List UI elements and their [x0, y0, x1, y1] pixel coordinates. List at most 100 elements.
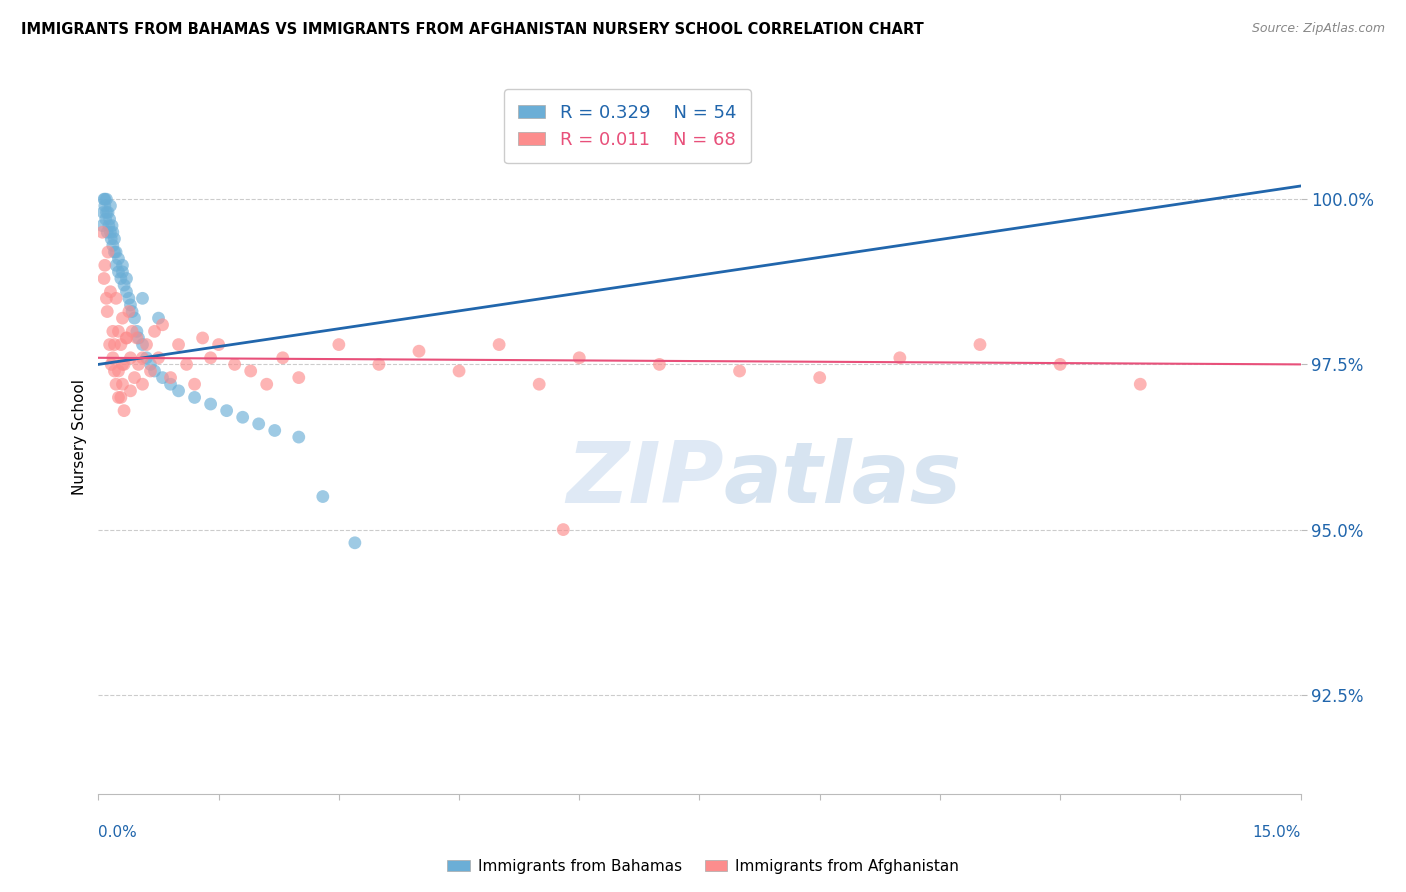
Point	[96, 291, 118, 305]
Legend: R = 0.329    N = 54, R = 0.011    N = 68: R = 0.329 N = 54, R = 0.011 N = 68	[503, 89, 751, 163]
Point	[107, 391, 129, 405]
Point	[100, 225, 122, 239]
Point	[103, 364, 125, 378]
Point	[139, 358, 162, 372]
Point	[101, 238, 124, 252]
Point	[1129, 377, 1152, 392]
Point	[368, 358, 391, 372]
Point	[131, 337, 153, 351]
Text: 15.0%: 15.0%	[1253, 825, 1301, 840]
Point	[100, 285, 122, 299]
Point	[648, 358, 671, 372]
Point	[94, 192, 117, 206]
Point	[94, 199, 117, 213]
Point	[105, 377, 128, 392]
Point	[94, 258, 117, 272]
Point	[143, 364, 166, 378]
Point	[124, 311, 146, 326]
Point	[115, 331, 138, 345]
Point	[118, 291, 141, 305]
Point	[148, 311, 170, 326]
Point	[529, 377, 551, 392]
Point	[111, 358, 134, 372]
Point	[125, 331, 148, 345]
Point	[287, 430, 309, 444]
Point	[124, 370, 146, 384]
Point	[152, 318, 174, 332]
Text: 0.0%: 0.0%	[98, 825, 138, 840]
Point	[256, 377, 278, 392]
Point	[263, 424, 285, 438]
Point	[105, 291, 128, 305]
Point	[110, 271, 132, 285]
Point	[120, 298, 142, 312]
Legend: Immigrants from Bahamas, Immigrants from Afghanistan: Immigrants from Bahamas, Immigrants from…	[441, 853, 965, 880]
Point	[111, 311, 134, 326]
Point	[131, 351, 153, 365]
Point	[176, 358, 198, 372]
Text: atlas: atlas	[724, 438, 962, 522]
Point	[112, 403, 135, 417]
Point	[115, 271, 138, 285]
Point	[115, 285, 138, 299]
Point	[111, 377, 134, 392]
Point	[103, 337, 125, 351]
Point	[215, 403, 238, 417]
Point	[408, 344, 430, 359]
Point	[107, 252, 129, 266]
Point	[91, 205, 114, 219]
Point	[118, 304, 141, 318]
Point	[112, 358, 135, 372]
Point	[343, 536, 366, 550]
Point	[239, 364, 262, 378]
Text: IMMIGRANTS FROM BAHAMAS VS IMMIGRANTS FROM AFGHANISTAN NURSERY SCHOOL CORRELATIO: IMMIGRANTS FROM BAHAMAS VS IMMIGRANTS FR…	[21, 22, 924, 37]
Point	[97, 205, 120, 219]
Text: Source: ZipAtlas.com: Source: ZipAtlas.com	[1251, 22, 1385, 36]
Point	[135, 351, 157, 365]
Point	[115, 331, 138, 345]
Point	[271, 351, 294, 365]
Point	[148, 351, 170, 365]
Point	[103, 245, 125, 260]
Point	[139, 364, 162, 378]
Point	[100, 358, 122, 372]
Point	[93, 192, 115, 206]
Point	[121, 304, 143, 318]
Point	[208, 337, 231, 351]
Point	[107, 265, 129, 279]
Point	[200, 351, 222, 365]
Point	[111, 265, 134, 279]
Point	[107, 324, 129, 338]
Point	[111, 258, 134, 272]
Point	[120, 384, 142, 398]
Point	[98, 212, 121, 227]
Point	[808, 370, 831, 384]
Point	[112, 278, 135, 293]
Point	[96, 304, 118, 318]
Point	[93, 271, 115, 285]
Point	[312, 490, 335, 504]
Point	[287, 370, 309, 384]
Point	[120, 351, 142, 365]
Point	[101, 351, 124, 365]
Point	[191, 331, 214, 345]
Point	[101, 225, 124, 239]
Point	[131, 377, 153, 392]
Point	[128, 331, 150, 345]
Point	[183, 377, 205, 392]
Point	[224, 358, 246, 372]
Point	[1049, 358, 1071, 372]
Point	[488, 337, 510, 351]
Point	[135, 337, 157, 351]
Point	[131, 291, 153, 305]
Point	[96, 205, 118, 219]
Point	[100, 199, 122, 213]
Point	[969, 337, 991, 351]
Point	[328, 337, 350, 351]
Point	[553, 523, 575, 537]
Point	[200, 397, 222, 411]
Point	[103, 232, 125, 246]
Point	[97, 219, 120, 233]
Point	[232, 410, 254, 425]
Point	[101, 324, 124, 338]
